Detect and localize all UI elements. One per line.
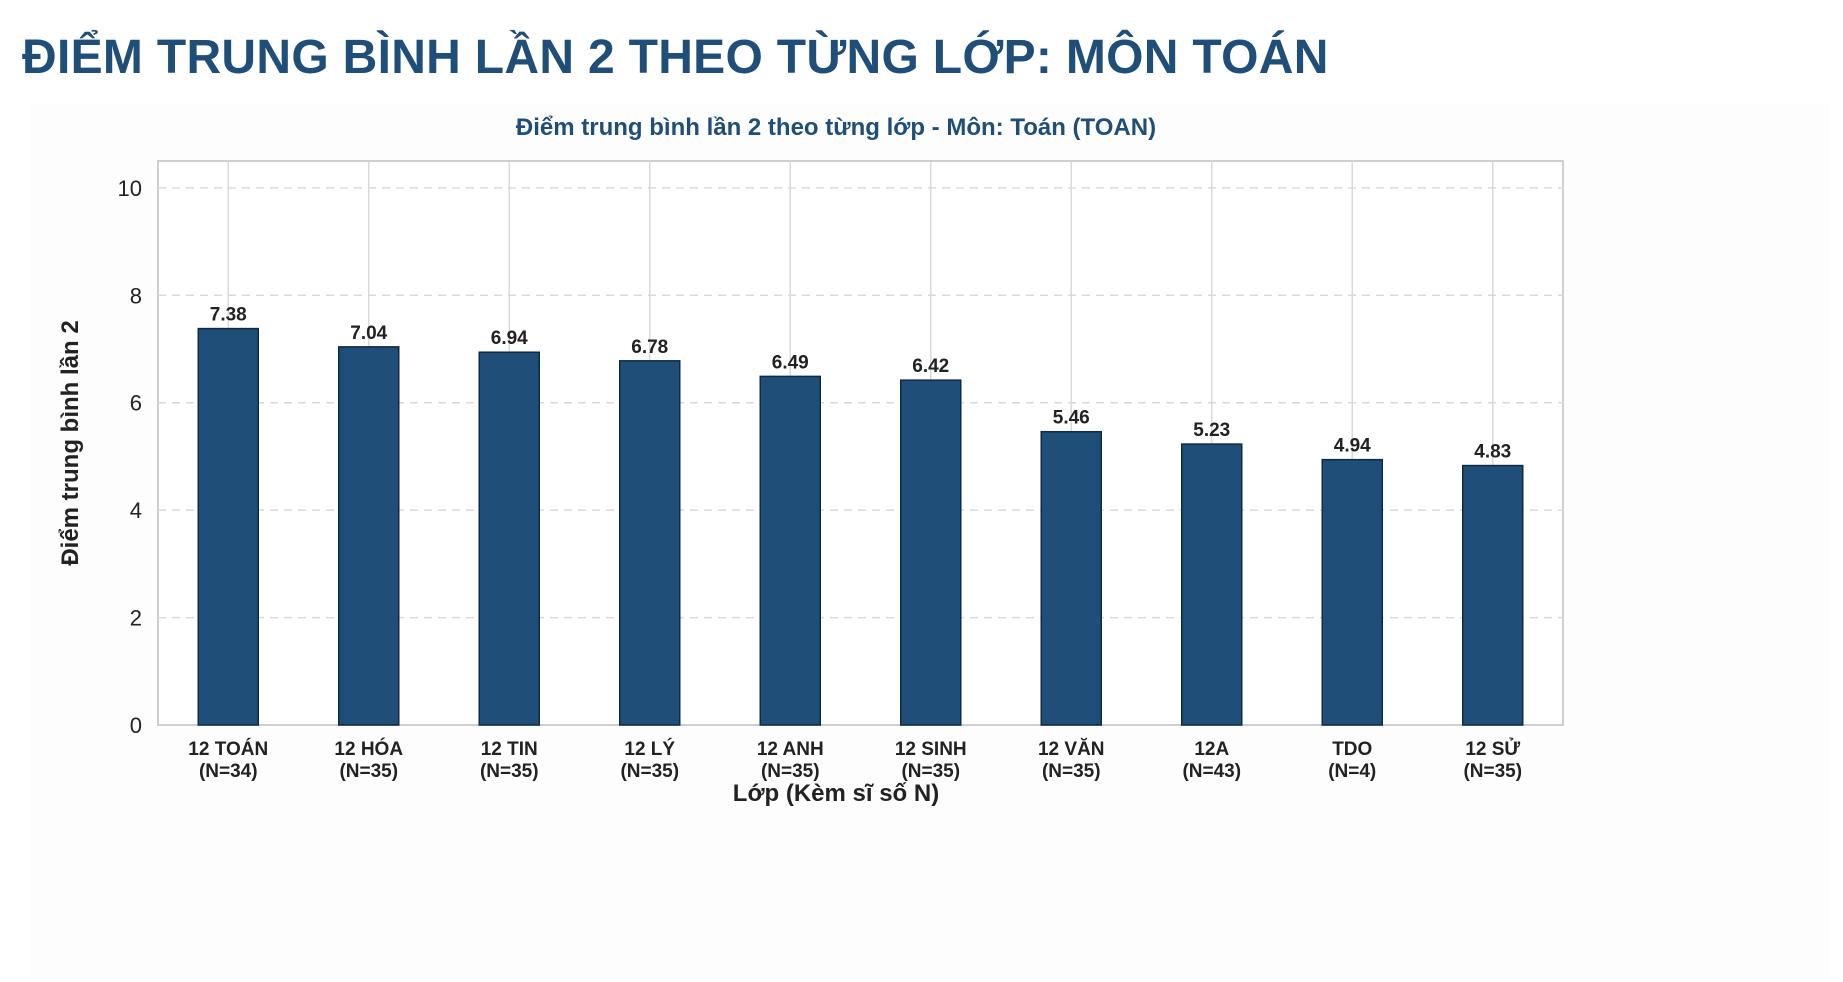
x-tick-count-label: (N=35) [761,761,820,782]
x-tick-count-label: (N=4) [1328,761,1376,782]
x-tick-label: 12 HÓA [334,738,403,760]
bar-value-label: 6.49 [772,352,809,373]
y-tick-label: 10 [118,176,142,201]
bar [619,360,681,726]
bar [1321,458,1383,726]
bar-value-label: 6.94 [491,328,528,349]
x-tick-label: 12A [1194,739,1229,760]
y-tick-label: 4 [130,498,142,523]
x-tick-count-label: (N=43) [1182,761,1241,782]
bar-value-label: 4.94 [1334,436,1371,457]
x-tick-count-label: (N=35) [901,761,960,782]
x-tick-count-label: (N=35) [1042,761,1101,782]
x-tick-label: 12 TIN [481,739,538,760]
x-tick-label: 12 ANH [757,739,824,760]
bar-value-label: 5.46 [1053,408,1090,429]
x-tick-label: 12 SINH [895,739,967,760]
bar-value-label: 6.42 [912,356,949,377]
bar [338,346,400,726]
x-tick-label: 12 VĂN [1038,738,1105,760]
bar [197,327,259,726]
y-tick-label: 0 [130,713,142,738]
bar [1181,443,1243,726]
chart-panel: Điểm trung bình lần 2 theo từng lớp - Mô… [30,105,1830,975]
bar [1462,464,1524,726]
bar-value-label: 4.83 [1474,442,1511,463]
y-tick-label: 8 [130,283,142,308]
x-tick-count-label: (N=34) [199,761,258,782]
chart-title: Điểm trung bình lần 2 theo từng lớp - Mô… [516,114,1156,141]
page-title: ĐIỂM TRUNG BÌNH LẦN 2 THEO TỪNG LỚP: MÔN… [22,31,1329,84]
bars-layer [197,327,1524,726]
y-tick-label: 6 [130,391,142,416]
x-axis-label: Lớp (Kèm sĩ số N) [733,780,939,807]
x-tick-count-label: (N=35) [480,761,539,782]
bar-value-label: 7.38 [210,305,247,326]
x-tick-label: 12 LÝ [624,738,675,760]
x-tick-label: 12 TOÁN [188,738,268,760]
bar-value-label: 6.78 [631,337,668,358]
x-tick-count-label: (N=35) [339,761,398,782]
x-tick-label: TDO [1332,739,1372,760]
bar [1040,430,1102,726]
x-tick-count-label: (N=35) [1463,761,1522,782]
bar-value-label: 5.23 [1193,420,1230,441]
bar-value-label: 7.04 [350,323,387,344]
x-axis-ticks: 12 TOÁN(N=34)12 HÓA(N=35)12 TIN(N=35)12 … [188,738,1522,782]
labels-layer: 7.38 7.04 6.94 6.78 6.49 6.42 5.46 5.23 4.94 4.83 [210,305,1511,463]
bar [900,379,962,726]
y-axis-label: Điểm trung bình lần 2 [57,320,84,565]
bar [759,375,821,726]
y-axis-ticks: 0 2 4 6 8 10 [118,176,142,738]
bar [478,351,540,726]
x-tick-label: 12 SỬ [1465,738,1520,760]
bar-chart: Điểm trung bình lần 2 theo từng lớp - Mô… [57,114,1564,807]
x-tick-count-label: (N=35) [620,761,679,782]
y-tick-label: 2 [130,606,142,631]
